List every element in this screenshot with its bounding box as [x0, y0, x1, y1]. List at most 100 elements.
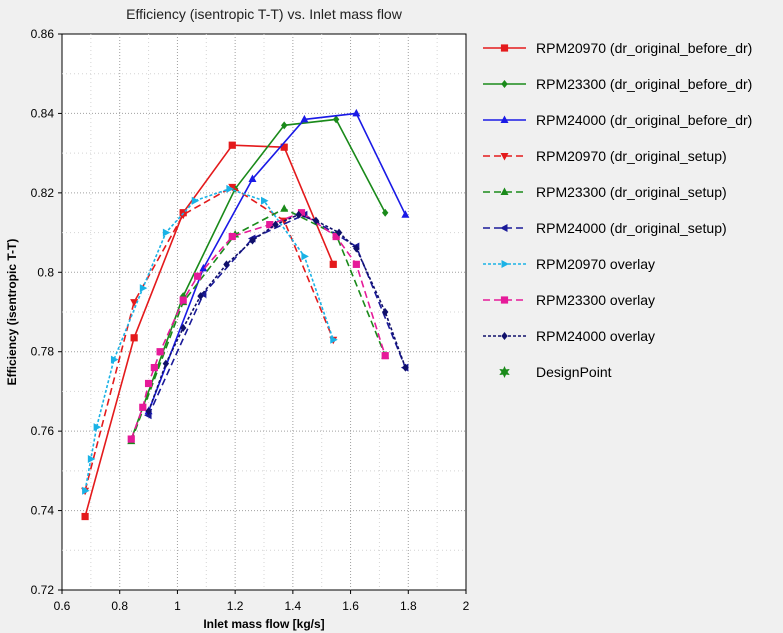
legend-item: RPM24000 overlay	[483, 328, 655, 344]
legend-marker	[501, 260, 509, 268]
data-point	[312, 216, 320, 225]
data-point	[248, 174, 257, 182]
legend-marker	[500, 115, 509, 123]
legend-label: DesignPoint	[536, 364, 612, 380]
legend-label: RPM24000 (dr_original_before_dr)	[536, 112, 752, 128]
x-axis-title: Inlet mass flow [kg/s]	[203, 617, 324, 631]
legend-item: RPM20970 (dr_original_setup)	[483, 148, 727, 164]
data-point	[144, 379, 153, 388]
data-point	[180, 323, 187, 332]
data-point	[353, 244, 360, 253]
y-tick-label: 0.78	[31, 345, 55, 359]
x-tick-label: 1.6	[342, 599, 359, 613]
y-tick-label: 0.72	[31, 583, 55, 597]
y-tick-label: 0.8	[37, 265, 54, 279]
series-line	[84, 144, 335, 517]
data-point	[300, 114, 309, 123]
legend-item-designpoint: DesignPoint	[499, 364, 612, 380]
legend-label: RPM20970 (dr_original_setup)	[536, 148, 727, 164]
y-tick-label: 0.74	[31, 504, 55, 518]
data-point	[228, 141, 236, 149]
data-point	[191, 196, 200, 205]
data-point	[93, 423, 102, 432]
x-tick-label: 1	[174, 599, 181, 613]
data-point	[145, 407, 152, 416]
data-point	[194, 272, 202, 280]
data-point	[401, 210, 410, 218]
legend-marker	[500, 153, 509, 161]
legend-marker	[500, 224, 508, 232]
data-point	[139, 284, 148, 293]
data-point	[297, 209, 306, 217]
legend-label: RPM20970 overlay	[536, 256, 655, 272]
data-point	[266, 221, 274, 229]
data-point	[162, 228, 171, 237]
data-point	[228, 183, 237, 192]
x-tick-label: 1.8	[400, 599, 417, 613]
series-line	[130, 207, 386, 442]
y-tick-label: 0.84	[31, 106, 55, 120]
data-point	[295, 210, 302, 219]
data-point	[330, 335, 338, 344]
data-point	[110, 355, 119, 364]
data-point	[156, 348, 164, 356]
y-axis-title: Efficiency (isentropic T-T)	[5, 239, 19, 386]
data-point	[199, 263, 208, 272]
data-point	[150, 364, 158, 372]
grid	[62, 34, 466, 590]
legend-item: RPM23300 (dr_original_before_dr)	[483, 76, 752, 92]
legend-marker	[500, 187, 509, 195]
data-point	[352, 260, 360, 268]
y-tick-label: 0.82	[31, 186, 55, 200]
legend: RPM20970 (dr_original_before_dr) RPM23300…	[483, 40, 752, 380]
series-7	[82, 184, 338, 495]
data-point	[335, 228, 343, 237]
data-point	[301, 252, 309, 261]
legend-label: RPM24000 overlay	[536, 328, 655, 344]
data-point	[329, 260, 337, 268]
series-line	[147, 112, 407, 412]
data-point	[197, 292, 204, 301]
y-tick-label: 0.76	[31, 424, 55, 438]
legend-item: RPM24000 (dr_original_before_dr)	[483, 112, 752, 128]
legend-label: RPM23300 overlay	[536, 292, 655, 308]
x-axis-ticks: 0.6 0.8 1 1.2 1.4 1.6 1.8 2	[54, 590, 470, 613]
data-point	[280, 204, 289, 212]
y-axis-ticks: 0.72 0.74 0.76 0.78 0.8 0.82 0.84 0.86	[31, 27, 62, 597]
data-point	[130, 334, 138, 342]
data-point	[272, 220, 279, 229]
data-point	[130, 299, 139, 307]
legend-marker	[500, 44, 509, 52]
data-point	[261, 196, 269, 205]
data-point	[382, 208, 389, 217]
data-point	[82, 486, 90, 495]
legend-label: RPM23300 (dr_original_before_dr)	[536, 76, 752, 92]
y-tick-label: 0.86	[31, 27, 55, 41]
data-point	[87, 454, 96, 463]
x-tick-label: 2	[463, 599, 470, 613]
x-tick-label: 1.4	[285, 599, 302, 613]
legend-label: RPM24000 (dr_original_setup)	[536, 220, 727, 236]
data-point	[402, 363, 409, 372]
data-point	[228, 232, 236, 241]
data-point	[382, 308, 389, 316]
series-layer	[81, 108, 410, 521]
legend-marker	[500, 296, 509, 304]
legend-marker	[499, 366, 510, 378]
legend-item: RPM20970 (dr_original_before_dr)	[483, 40, 752, 56]
data-point	[81, 512, 89, 521]
series-line	[147, 213, 407, 416]
chart-title: Efficiency (isentropic T-T) vs. Inlet ma…	[126, 6, 403, 22]
legend-label: RPM20970 (dr_original_before_dr)	[536, 40, 752, 56]
x-tick-label: 1.2	[227, 599, 244, 613]
data-point	[332, 115, 340, 124]
data-point	[223, 260, 230, 269]
series-9	[145, 210, 409, 416]
data-point	[162, 359, 170, 368]
data-point	[127, 435, 135, 443]
data-point	[179, 296, 187, 304]
x-tick-label: 0.6	[54, 599, 71, 613]
legend-item: RPM24000 (dr_original_setup)	[483, 220, 727, 236]
legend-marker	[501, 80, 508, 88]
